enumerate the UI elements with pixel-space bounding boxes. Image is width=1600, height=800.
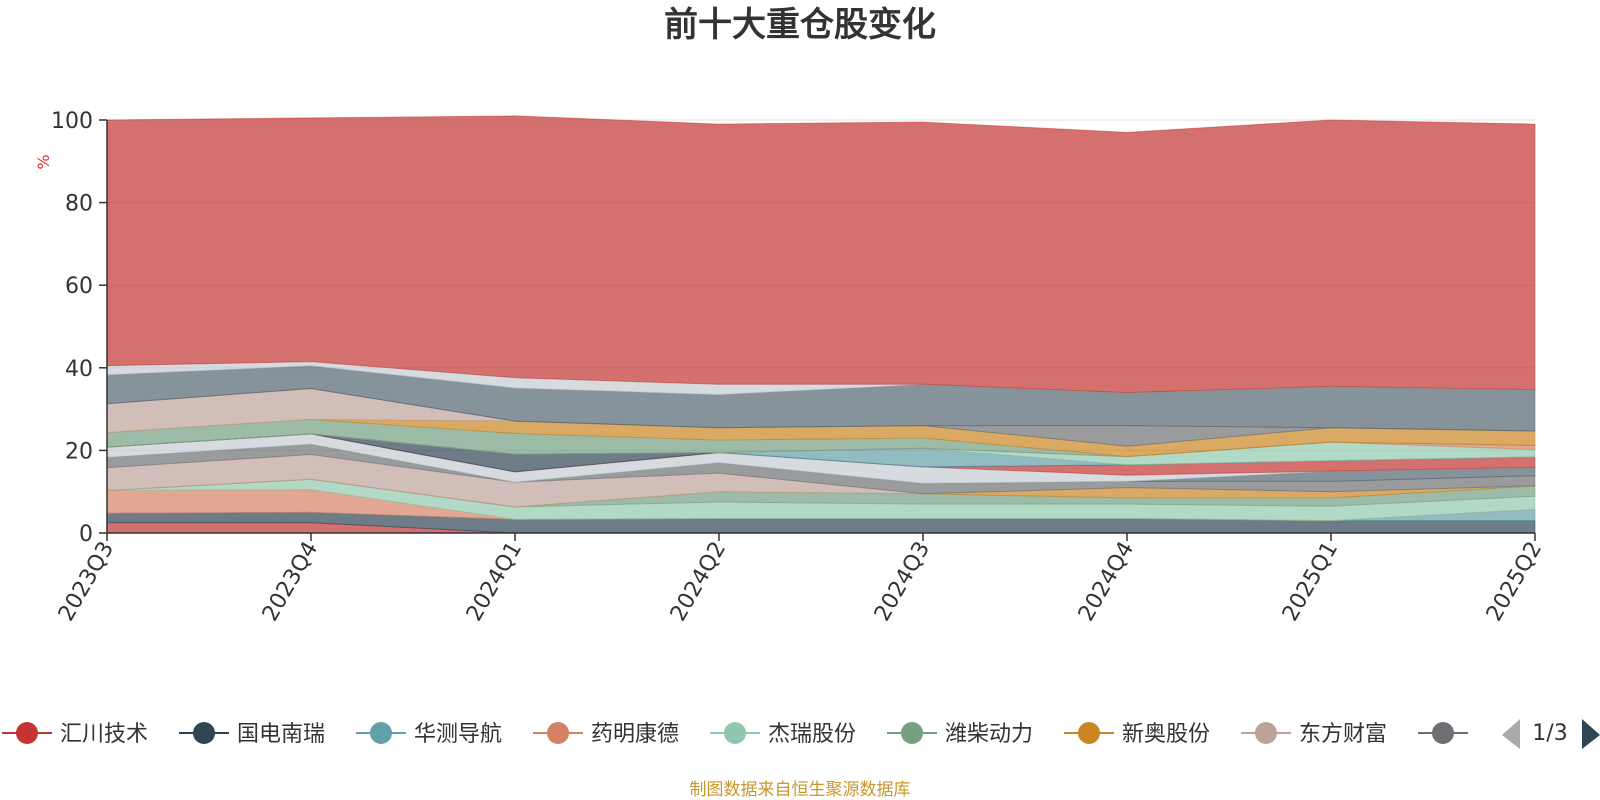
legend: 汇川技术 国电南瑞 华测导航 药明康德 杰瑞股份 潍柴动力 新奥股份 东方财富 bbox=[2, 722, 1468, 747]
legend-marker bbox=[1432, 722, 1454, 744]
x-tick-label: 2025Q1 bbox=[1278, 538, 1343, 626]
x-tick-label: 2023Q3 bbox=[54, 538, 119, 626]
y-tick-label: 100 bbox=[51, 109, 93, 134]
legend-marker bbox=[1078, 722, 1100, 744]
legend-item[interactable]: 东方财富 bbox=[1241, 722, 1387, 747]
x-tick-label: 2024Q1 bbox=[462, 538, 527, 626]
legend-label: 东方财富 bbox=[1299, 722, 1387, 747]
legend-marker bbox=[370, 722, 392, 744]
legend-label: 潍柴动力 bbox=[945, 722, 1033, 747]
legend-label: 华测导航 bbox=[414, 722, 502, 747]
legend-marker bbox=[193, 722, 215, 744]
x-tick-label: 2024Q4 bbox=[1074, 538, 1139, 626]
legend-label: 国电南瑞 bbox=[237, 722, 325, 747]
x-tick-label: 2023Q4 bbox=[258, 538, 323, 626]
legend-label: 药明康德 bbox=[591, 722, 679, 747]
triangle-left-icon[interactable] bbox=[1502, 719, 1520, 749]
y-tick-label: 20 bbox=[65, 439, 93, 464]
legend-marker bbox=[1255, 722, 1277, 744]
x-tick-label: 2025Q2 bbox=[1482, 538, 1547, 626]
legend-item[interactable]: 新奥股份 bbox=[1064, 722, 1210, 747]
chart-title: 前十大重仓股变化 bbox=[664, 5, 936, 45]
legend-item[interactable]: 国电南瑞 bbox=[179, 722, 325, 747]
y-axis-label: % bbox=[34, 154, 53, 169]
legend-label: 杰瑞股份 bbox=[768, 722, 856, 747]
legend-item[interactable]: 药明康德 bbox=[533, 722, 679, 747]
area-series-23 bbox=[106, 115, 1536, 394]
legend-marker bbox=[724, 722, 746, 744]
legend-page-number: 1/3 bbox=[1532, 721, 1567, 746]
y-tick-label: 40 bbox=[65, 357, 93, 382]
legend-item[interactable]: 潍柴动力 bbox=[887, 722, 1033, 747]
legend-marker bbox=[901, 722, 923, 744]
legend-item[interactable]: 汇川技术 bbox=[2, 722, 148, 747]
legend-item[interactable] bbox=[1418, 722, 1468, 744]
legend-item[interactable]: 华测导航 bbox=[356, 722, 502, 747]
legend-label: 汇川技术 bbox=[60, 722, 148, 747]
plot-area bbox=[106, 115, 1536, 534]
y-tick-label: 0 bbox=[79, 522, 93, 547]
y-tick-label: 60 bbox=[65, 274, 93, 299]
legend-marker bbox=[16, 722, 38, 744]
legend-label: 新奥股份 bbox=[1122, 722, 1210, 747]
triangle-right-icon[interactable] bbox=[1582, 719, 1600, 749]
legend-item[interactable]: 杰瑞股份 bbox=[710, 722, 856, 747]
x-tick-label: 2024Q3 bbox=[870, 538, 935, 626]
y-tick-label: 80 bbox=[65, 192, 93, 217]
legend-pager: 1/3 bbox=[1502, 719, 1600, 749]
legend-marker bbox=[547, 722, 569, 744]
x-tick-label: 2024Q2 bbox=[666, 538, 731, 626]
source-note: 制图数据来自恒生聚源数据库 bbox=[690, 780, 911, 800]
